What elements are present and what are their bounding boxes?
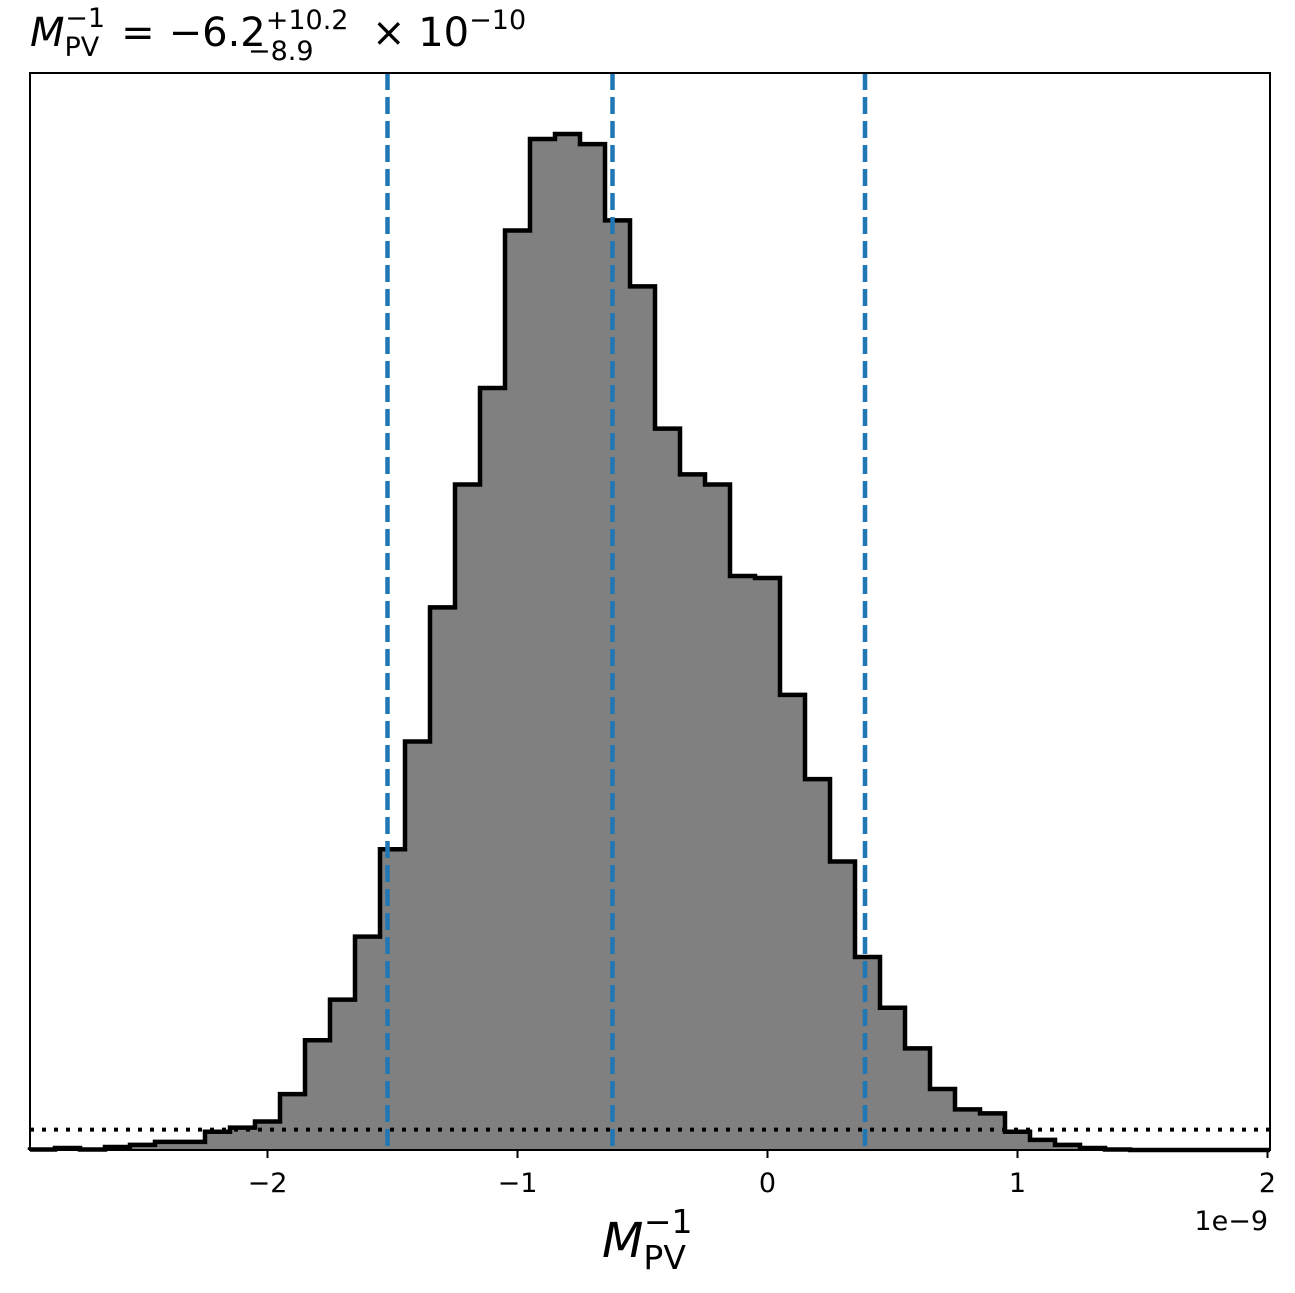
histogram-bar [580,144,606,1151]
histogram-bar [930,1089,956,1150]
histogram-bar [780,694,806,1150]
xlabel-symbol: M [602,1213,643,1269]
histogram-bar [730,575,756,1150]
histogram-bar [430,607,456,1150]
title-scale-base: × 10 [372,10,469,56]
histogram-bar [405,741,431,1150]
title-lower: −8.9 [248,36,314,67]
histogram-bar [905,1048,931,1150]
x-tick-label: 0 [759,1168,776,1199]
histogram-bar [505,230,531,1151]
x-tick-label: −2 [248,1168,288,1199]
histogram-bar [205,1131,231,1150]
x-axis-label: MPV−1 [602,1202,693,1277]
title-scale-exponent: −10 [469,5,526,36]
title-equals: = [121,10,155,56]
title-median: −6.2 [169,10,266,56]
histogram-bar [630,286,656,1150]
histogram-bar [180,1141,206,1150]
histogram-bar [680,474,706,1150]
histogram-bar [230,1127,256,1150]
histogram-bar [255,1121,281,1150]
histogram-bar [280,1094,306,1150]
histogram-bar [830,861,856,1150]
histogram-bar [880,1007,906,1150]
histogram-bars [30,133,1131,1151]
histogram-bar [1055,1144,1081,1150]
x-axis-offset-text: 1e−9 [1194,1206,1268,1237]
histogram-bar [480,387,506,1151]
histogram-bar [605,220,631,1151]
histogram-bar [155,1141,181,1150]
chart-title: MPV−1 = −6.2+10.2 −8.9 × 10−10 [30,3,526,67]
xlabel-sub: PV [643,1238,686,1277]
title-symbol-sup: −1 [65,3,105,34]
histogram-bar [755,577,781,1150]
histogram-bar [355,936,381,1150]
x-axis-ticks: −2 −1 0 1 2 [248,1150,1276,1199]
quantile-lines [385,73,868,1150]
x-tick-label: −1 [498,1168,538,1199]
histogram-bar [305,1040,331,1150]
histogram-bar [330,999,356,1150]
histogram-bar [1030,1139,1056,1150]
histogram-bar [380,849,406,1150]
histogram-bar [980,1113,1006,1150]
x-tick-label: 2 [1259,1168,1276,1199]
title-symbol-sub: PV [65,32,100,63]
histogram-bar [855,956,881,1150]
title-upper: +10.2 [266,5,349,36]
histogram-bar [555,133,581,1150]
histogram-bar [655,428,681,1150]
plot-area [27,72,1271,1153]
x-tick-label: 1 [1009,1168,1026,1199]
xlabel-sup: −1 [644,1202,693,1241]
histogram-bar [130,1144,156,1150]
histogram-bar [455,484,481,1151]
plot-frame [29,72,1271,1151]
histogram-bar [805,779,831,1150]
histogram-bar [530,139,556,1150]
histogram-bar [1005,1131,1031,1150]
histogram-outline [27,131,1270,1153]
title-symbol: M [30,10,65,56]
histogram-bar [705,484,731,1151]
